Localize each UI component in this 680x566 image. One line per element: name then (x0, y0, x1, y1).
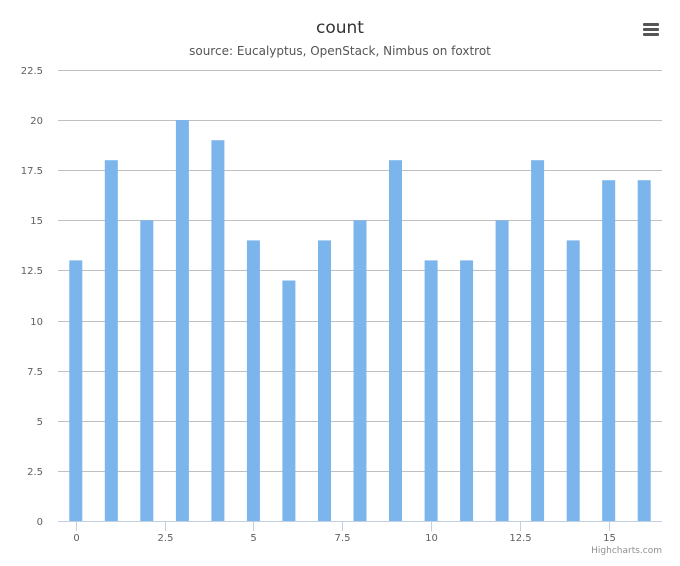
x-axis (58, 521, 662, 531)
y-tick-label: 15 (30, 216, 43, 227)
bar[interactable] (389, 160, 402, 521)
y-tick-label: 2.5 (27, 467, 43, 478)
y-tick-label: 5 (37, 417, 43, 428)
x-tick-label: 2.5 (158, 533, 174, 544)
bar[interactable] (495, 220, 509, 522)
y-tick-label: 7.5 (27, 367, 43, 378)
chart-menu-button[interactable] (638, 18, 664, 40)
x-tick-label: 10 (425, 533, 438, 544)
x-tick-label: 5 (250, 533, 256, 544)
x-tick-label: 15 (603, 533, 616, 544)
y-tick-label: 12.5 (21, 266, 43, 277)
bar[interactable] (353, 220, 367, 522)
y-axis-labels: 0 2.5 5 7.5 10 12.5 15 17.5 20 22.5 (21, 66, 43, 528)
hamburger-menu-icon (643, 23, 659, 36)
y-tick-label: 0 (37, 517, 43, 528)
bar[interactable] (104, 160, 118, 521)
x-tick-label: 0 (73, 533, 79, 544)
bar[interactable] (282, 280, 296, 522)
bar[interactable] (175, 120, 189, 521)
bar[interactable] (424, 260, 438, 521)
y-tick-label: 10 (30, 317, 43, 328)
bar[interactable] (246, 240, 260, 521)
x-axis-labels: 0 2.5 5 7.5 10 12.5 15 (73, 533, 616, 544)
bar[interactable] (318, 240, 331, 521)
bar[interactable] (140, 220, 154, 522)
bar[interactable] (531, 160, 545, 521)
bar[interactable] (460, 260, 474, 521)
x-tick-label: 7.5 (335, 533, 351, 544)
y-tick-label: 20 (30, 116, 43, 127)
x-tick-label: 12.5 (509, 533, 531, 544)
chart-subtitle: source: Eucalyptus, OpenStack, Nimbus on… (189, 44, 491, 58)
y-tick-label: 17.5 (21, 166, 43, 177)
bar[interactable] (566, 240, 580, 521)
bar[interactable] (69, 260, 83, 521)
bar[interactable] (637, 180, 651, 521)
bar[interactable] (602, 180, 616, 521)
y-tick-label: 22.5 (21, 66, 43, 77)
highcharts-credit[interactable]: Highcharts.com (591, 546, 662, 556)
chart-title: count (316, 18, 364, 38)
bar[interactable] (211, 140, 225, 521)
bar-series (69, 120, 651, 522)
